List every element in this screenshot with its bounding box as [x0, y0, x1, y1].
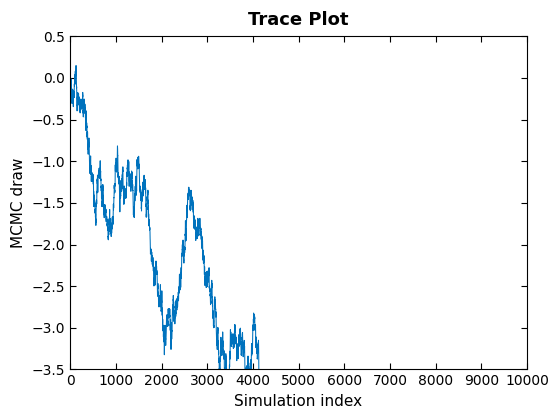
Title: Trace Plot: Trace Plot: [248, 11, 349, 29]
Y-axis label: MCMC draw: MCMC draw: [11, 158, 26, 248]
X-axis label: Simulation index: Simulation index: [235, 394, 363, 409]
